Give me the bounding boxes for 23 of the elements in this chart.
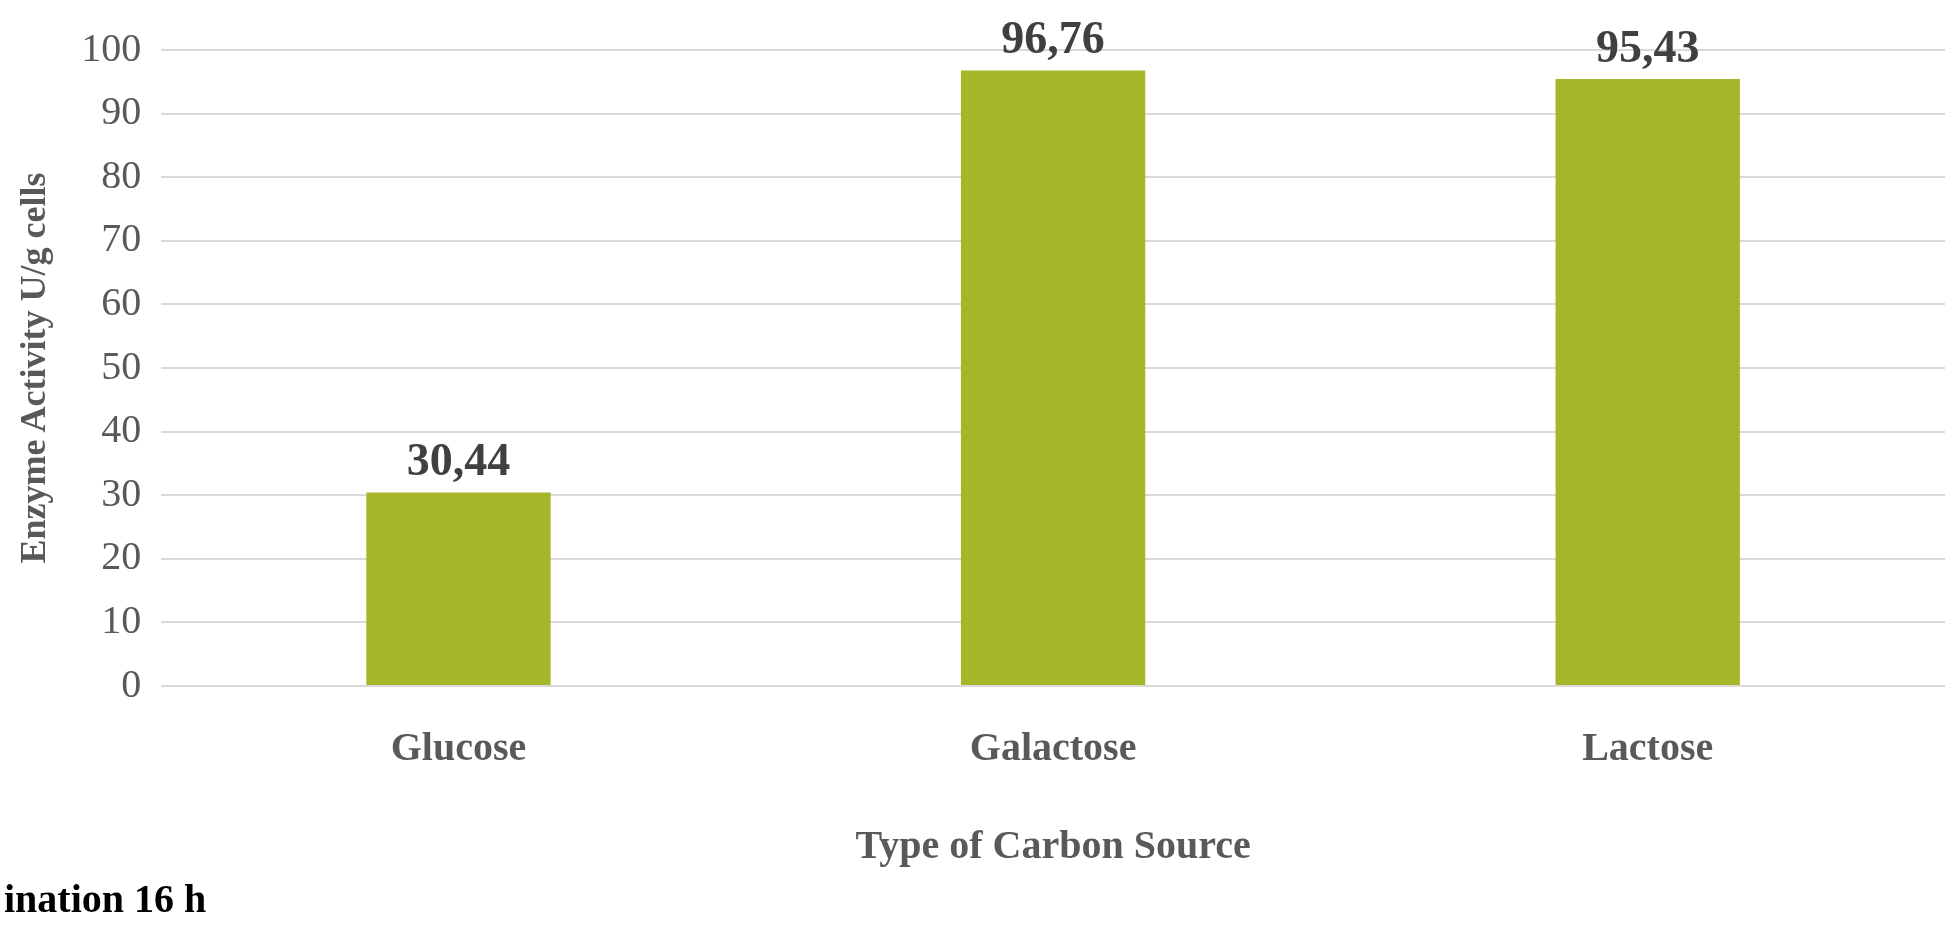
text: ination 16 h	[4, 875, 207, 922]
x-tick-label: Lactose	[1582, 724, 1714, 770]
y-tick-label: 60	[101, 278, 142, 324]
y-tick-label: 40	[101, 406, 142, 452]
y-tick-label: 50	[101, 342, 142, 388]
y-tick-label: 100	[81, 24, 142, 70]
data-label: 95,43	[1595, 20, 1700, 72]
data-label: 96,76	[1001, 12, 1105, 64]
y-tick-label: 0	[121, 660, 142, 706]
bar	[366, 492, 551, 685]
y-tick-label: 90	[101, 88, 142, 134]
x-tick-label: Galactose	[969, 724, 1137, 770]
bar	[1555, 79, 1740, 685]
data-label: 30,44	[406, 434, 511, 486]
y-tick-label: 10	[101, 596, 142, 642]
y-tick-label: 30	[101, 469, 142, 515]
x-tick-label: Glucose	[390, 724, 527, 770]
y-tick-label: 80	[101, 151, 142, 197]
x-axis-title: Type of Carbon Source	[855, 822, 1251, 868]
y-axis-title: Enzyme Activity U/g cells	[12, 172, 53, 564]
y-tick-label: 70	[101, 215, 142, 261]
bar	[960, 70, 1146, 685]
y-tick-label: 20	[101, 533, 142, 579]
